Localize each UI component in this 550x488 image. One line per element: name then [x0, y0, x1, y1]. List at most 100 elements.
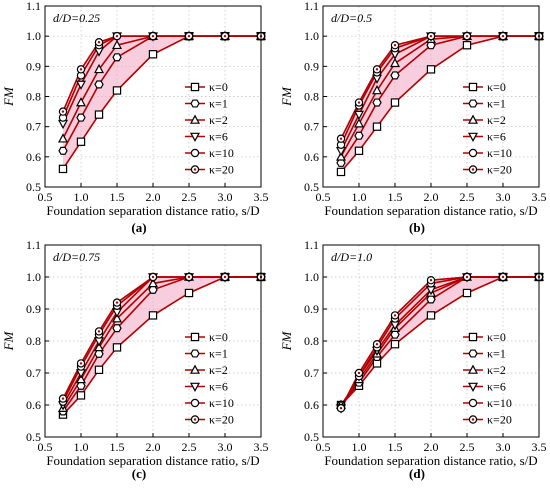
x-tick-label: 0.5 — [38, 190, 53, 204]
data-point-dot — [61, 110, 65, 113]
y-tick-label: 1.0 — [304, 270, 319, 284]
y-tick-label: 1.0 — [26, 270, 41, 284]
panel-annotation: d/D=0.25 — [53, 11, 100, 25]
data-point-dot — [393, 314, 397, 317]
data-point — [57, 133, 69, 143]
legend-marker — [467, 364, 479, 374]
series-line-5 — [62, 276, 261, 399]
panel-label: (a) — [131, 220, 146, 235]
x-tick-label: 1.5 — [388, 440, 403, 454]
data-point — [111, 313, 123, 323]
y-tick-label: 0.7 — [304, 120, 319, 134]
data-point — [148, 311, 158, 320]
y-tick-label: 1.0 — [26, 29, 41, 43]
legend-label: κ=6 — [209, 380, 228, 394]
data-point — [390, 98, 400, 107]
series-line-5 — [62, 35, 261, 112]
legend-marker — [189, 382, 201, 392]
x-tick-label: 2.5 — [182, 440, 197, 454]
legend-marker — [467, 132, 479, 142]
data-point — [112, 343, 122, 352]
data-point — [426, 295, 436, 304]
series-line-5 — [340, 35, 539, 140]
data-point — [76, 391, 86, 400]
y-tick-label: 0.5 — [26, 180, 41, 194]
legend-label: κ=1 — [487, 97, 506, 111]
data-point — [354, 146, 364, 155]
spread-band — [341, 277, 539, 409]
data-point — [94, 110, 104, 119]
data-point — [75, 373, 87, 384]
x-tick-label: 1.5 — [388, 190, 403, 204]
data-point — [76, 113, 86, 122]
data-point — [147, 277, 159, 288]
legend-marker — [190, 99, 200, 108]
data-point — [94, 349, 104, 358]
y-tick-label: 0.9 — [26, 59, 41, 73]
legend-marker-dot — [193, 418, 197, 421]
data-point-dot — [501, 275, 505, 279]
data-point — [353, 110, 365, 121]
x-tick-label: 1.0 — [352, 190, 367, 204]
data-point — [462, 41, 472, 50]
legend-label: κ=6 — [487, 380, 506, 394]
data-point — [426, 65, 436, 74]
chart-panel-3: 0.5 1.0 1.5 2.0 2.5 3.0 3.5 0.5 0.6 0.7 0.8 0.9 1.0 1… — [279, 238, 547, 481]
chart-panel-1: 0.5 1.0 1.5 2.0 2.5 3.0 3.5 0.5 0.6 0.7 0.8 0.9 1.0 1… — [279, 0, 547, 235]
y-tick-label: 0.6 — [26, 398, 41, 412]
data-point-dot — [79, 362, 83, 365]
chart-panel-2: 0.5 1.0 1.5 2.0 2.5 3.0 3.5 0.5 0.6 0.7 0.8 0.9 1.0 1… — [1, 238, 269, 481]
legend-marker — [467, 382, 479, 392]
data-point — [184, 288, 194, 298]
data-point — [94, 80, 104, 89]
legend-marker — [467, 114, 479, 124]
data-point — [93, 63, 105, 74]
legend-marker — [468, 398, 478, 408]
data-point-dot — [429, 34, 433, 38]
data-point — [390, 71, 400, 80]
legend-label: κ=2 — [487, 113, 506, 127]
data-point-dot — [115, 301, 119, 304]
chart-panel-0: 0.5 1.0 1.5 2.0 2.5 3.0 3.5 0.5 0.6 0.7 0.8 0.9 1.0 1… — [1, 0, 269, 235]
y-tick-label: 0.8 — [304, 334, 319, 348]
legend-marker — [190, 148, 200, 158]
legend-label: κ=20 — [487, 413, 512, 427]
y-tick-label: 0.7 — [26, 366, 41, 380]
legend-label: κ=0 — [209, 80, 228, 94]
data-point-dot — [339, 137, 343, 140]
y-tick-label: 0.7 — [26, 120, 41, 134]
data-point — [372, 98, 382, 107]
data-point-dot — [357, 371, 361, 375]
legend-marker — [468, 82, 478, 92]
legend-label: κ=2 — [209, 113, 228, 127]
data-point-dot — [393, 44, 397, 47]
y-tick-label: 0.8 — [26, 90, 41, 104]
x-tick-label: 1.5 — [110, 190, 125, 204]
x-axis-label: Foundation separation distance ratio, s/… — [46, 453, 259, 468]
x-tick-label: 3.5 — [532, 440, 547, 454]
legend-marker — [468, 99, 478, 108]
data-point — [75, 80, 87, 90]
data-point — [112, 324, 122, 333]
legend-label: κ=1 — [487, 347, 506, 361]
panel-label: (c) — [132, 466, 146, 481]
y-axis-label: FM — [1, 330, 16, 351]
data-point — [462, 288, 472, 298]
legend-marker — [190, 332, 200, 342]
data-point — [112, 53, 122, 62]
data-point-dot — [465, 34, 469, 38]
data-point-dot — [97, 330, 101, 333]
legend-label: κ=10 — [487, 396, 512, 410]
legend-marker — [189, 114, 201, 124]
data-point-dot — [339, 407, 343, 410]
x-tick-label: 2.5 — [182, 190, 197, 204]
legend-label: κ=10 — [209, 396, 234, 410]
x-tick-label: 0.5 — [316, 190, 331, 204]
data-point — [111, 39, 123, 50]
legend-label: κ=0 — [487, 80, 506, 94]
legend-label: κ=2 — [487, 363, 506, 377]
legend-label: κ=10 — [487, 146, 512, 160]
x-tick-label: 2.0 — [424, 190, 439, 204]
data-point-dot — [357, 101, 361, 104]
y-tick-label: 0.9 — [304, 59, 319, 73]
